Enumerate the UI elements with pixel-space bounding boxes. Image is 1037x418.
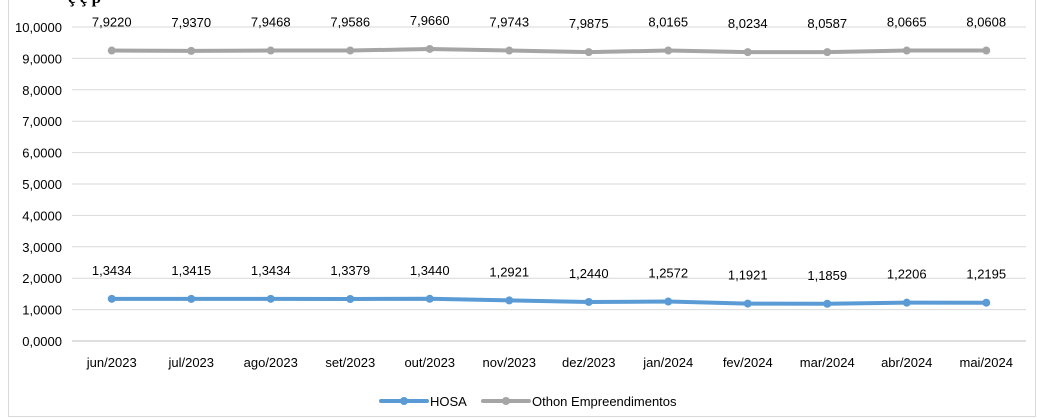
data-label: 7,9468 (251, 15, 291, 30)
data-label: 7,9660 (410, 13, 450, 28)
series-line-0 (109, 296, 989, 306)
x-tick-label: ago/2023 (244, 355, 298, 370)
chart-title-fragment: ç ç p (68, 0, 101, 8)
x-tick-label: mar/2024 (800, 355, 855, 370)
x-tick-label: jan/2024 (642, 355, 693, 370)
series-group (107, 44, 991, 308)
data-label: 1,3415 (171, 263, 211, 278)
data-label: 1,2195 (966, 267, 1006, 282)
data-point (664, 297, 673, 306)
data-label: 1,2572 (648, 266, 688, 281)
data-label: 1,2206 (887, 267, 927, 282)
data-label: 8,0234 (728, 16, 768, 31)
data-point (743, 299, 752, 308)
data-point (425, 294, 434, 303)
data-point (584, 48, 593, 57)
data-point (266, 46, 275, 55)
data-label: 7,9370 (171, 15, 211, 30)
y-tick-label: 8,0000 (22, 83, 62, 98)
data-label: 1,2440 (569, 266, 609, 281)
data-label: 7,9220 (92, 15, 132, 30)
data-point (425, 44, 434, 53)
data-point (505, 296, 514, 305)
data-point (982, 298, 991, 307)
x-tick-label: jul/2023 (167, 355, 214, 370)
legend-label: HOSA (430, 394, 467, 409)
data-label: 8,0608 (966, 15, 1006, 30)
data-label: 8,0165 (648, 15, 688, 30)
y-tick-label: 9,0000 (22, 51, 62, 66)
y-tick-label: 7,0000 (22, 114, 62, 129)
data-label: 7,9586 (330, 15, 370, 30)
data-point (346, 294, 355, 303)
y-tick-label: 5,0000 (22, 177, 62, 192)
data-label: 8,0665 (887, 15, 927, 30)
y-tick-label: 6,0000 (22, 146, 62, 161)
legend-label: Othon Empreendimentos (532, 394, 677, 409)
x-tick-label: set/2023 (325, 355, 375, 370)
data-label: 1,3440 (410, 263, 450, 278)
x-tick-label: mai/2024 (960, 355, 1013, 370)
series-line-1 (109, 46, 989, 55)
data-point (902, 46, 911, 55)
x-tick-label: out/2023 (404, 355, 455, 370)
legend-swatch-marker (502, 397, 510, 405)
data-label: 1,1859 (807, 268, 847, 283)
data-point (584, 297, 593, 306)
data-label: 7,9743 (489, 15, 529, 30)
y-tick-label: 0,0000 (22, 334, 62, 349)
data-point (982, 46, 991, 55)
chart-frame (8, 0, 1036, 417)
legend-swatch-marker (400, 397, 408, 405)
data-point (823, 299, 832, 308)
x-tick-label: jun/2023 (86, 355, 137, 370)
data-label: 1,3434 (92, 263, 132, 278)
data-point (505, 46, 514, 55)
data-label: 8,0587 (807, 16, 847, 31)
data-label: 1,1921 (728, 268, 768, 283)
data-label: 7,9875 (569, 16, 609, 31)
y-axis: 0,0000 1,0000 2,0000 3,0000 4,0000 5,0000 6,00… (15, 20, 62, 349)
data-point (187, 46, 196, 55)
x-axis: jun/2023 jul/2023 ago/2023 set/2023 out/2023… (86, 355, 1013, 370)
legend: HOSA Othon Empreendimentos (379, 394, 677, 409)
gridlines (72, 26, 1026, 342)
data-point (107, 46, 116, 55)
data-point (107, 294, 116, 303)
y-tick-label: 10,0000 (15, 20, 62, 35)
y-tick-label: 4,0000 (22, 208, 62, 223)
x-tick-label: dez/2023 (562, 355, 616, 370)
data-point (823, 48, 832, 57)
data-label: 1,3434 (251, 263, 291, 278)
data-point (664, 46, 673, 55)
data-label: 1,2921 (489, 264, 529, 279)
x-tick-label: abr/2024 (881, 355, 932, 370)
legend-item-1: Othon Empreendimentos (481, 394, 677, 409)
x-tick-label: fev/2024 (723, 355, 773, 370)
y-tick-label: 1,0000 (22, 303, 62, 318)
y-tick-label: 2,0000 (22, 271, 62, 286)
x-tick-label: nov/2023 (483, 355, 537, 370)
data-labels: 1,3434 1,3415 1,3434 1,3379 1,3440 1,2921 1,24… (92, 13, 1006, 283)
data-point (743, 48, 752, 57)
legend-item-0: HOSA (379, 394, 467, 409)
data-label: 1,3379 (330, 263, 370, 278)
data-point (266, 294, 275, 303)
data-point (902, 298, 911, 307)
y-tick-label: 3,0000 (22, 240, 62, 255)
data-point (187, 294, 196, 303)
data-point (346, 46, 355, 55)
